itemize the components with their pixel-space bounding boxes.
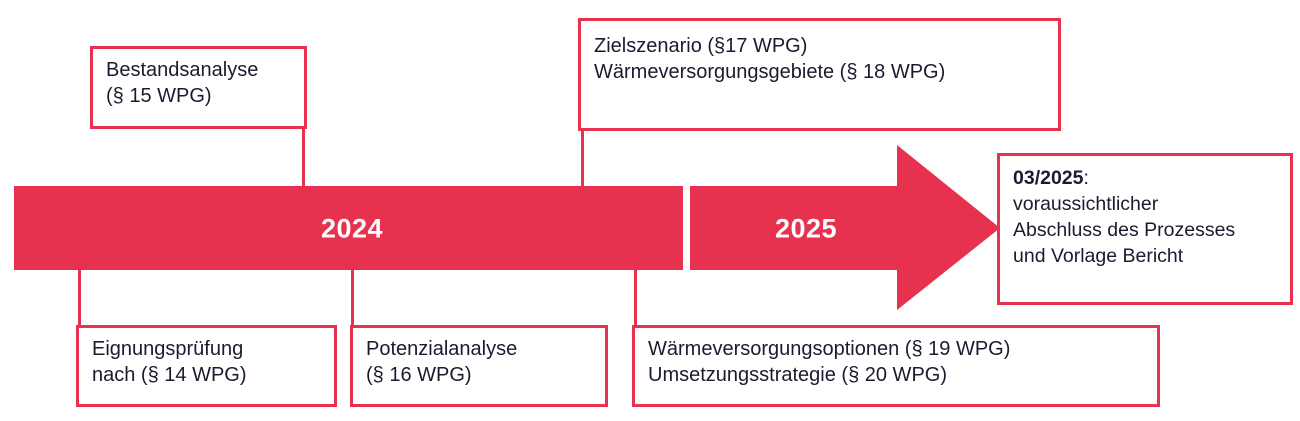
callout-bestandsanalyse-line2: (§ 15 WPG) [106, 85, 212, 108]
callout-abschluss-line3: und Vorlage Bericht [1013, 244, 1184, 267]
callout-abschluss-line2: Abschluss des Prozesses [1013, 218, 1236, 241]
callout-waermeversorgungsoptionen-line1: Wärmeversorgungsoptionen (§ 19 WPG) [648, 338, 1011, 360]
callout-eignungspruefung: Eignungsprüfung nach (§ 14 WPG) [76, 325, 337, 407]
connector-waermeversorgungsoptionen [634, 268, 637, 328]
callout-bestandsanalyse: Bestandsanalyse (§ 15 WPG) [90, 46, 307, 129]
callout-abschluss-colon: : [1083, 167, 1089, 189]
callout-eignungspruefung-line2: nach (§ 14 WPG) [92, 364, 247, 387]
callout-potenzialanalyse-line1: Potenzialanalyse [366, 338, 518, 360]
callout-abschluss: 03/2025: voraussichtlicher Abschluss des… [997, 153, 1293, 305]
callout-zielszenario-line2: Wärmeversorgungsgebiete (§ 18 WPG) [594, 61, 946, 84]
callout-abschluss-date-line: 03/2025: [1013, 166, 1278, 192]
connector-zielszenario [581, 128, 584, 188]
callout-zielszenario-line1: Zielszenario (§17 WPG) [594, 35, 808, 57]
connector-potenzialanalyse [351, 268, 354, 328]
timeline-label-2025: 2025 [774, 213, 838, 244]
callout-potenzialanalyse: Potenzialanalyse (§ 16 WPG) [350, 325, 608, 407]
callout-zielszenario: Zielszenario (§17 WPG) Wärmeversorgungsg… [578, 18, 1061, 131]
connector-eignungspruefung [78, 268, 81, 328]
callout-potenzialanalyse-line2: (§ 16 WPG) [366, 364, 472, 387]
callout-eignungspruefung-line1: Eignungsprüfung [92, 338, 244, 360]
connector-bestandsanalyse [302, 126, 305, 188]
callout-abschluss-date: 03/2025 [1013, 167, 1084, 189]
callout-waermeversorgungsoptionen-line2: Umsetzungsstrategie (§ 20 WPG) [648, 364, 947, 387]
timeline-label-2024: 2024 [320, 213, 384, 244]
timeline-segment-2025 [690, 145, 1000, 310]
callout-bestandsanalyse-line1: Bestandsanalyse [106, 59, 259, 81]
callout-abschluss-line1: voraussichtlicher [1013, 192, 1159, 215]
timeline-segment-2024 [14, 186, 683, 270]
callout-waermeversorgungsoptionen: Wärmeversorgungsoptionen (§ 19 WPG) Umse… [632, 325, 1160, 407]
